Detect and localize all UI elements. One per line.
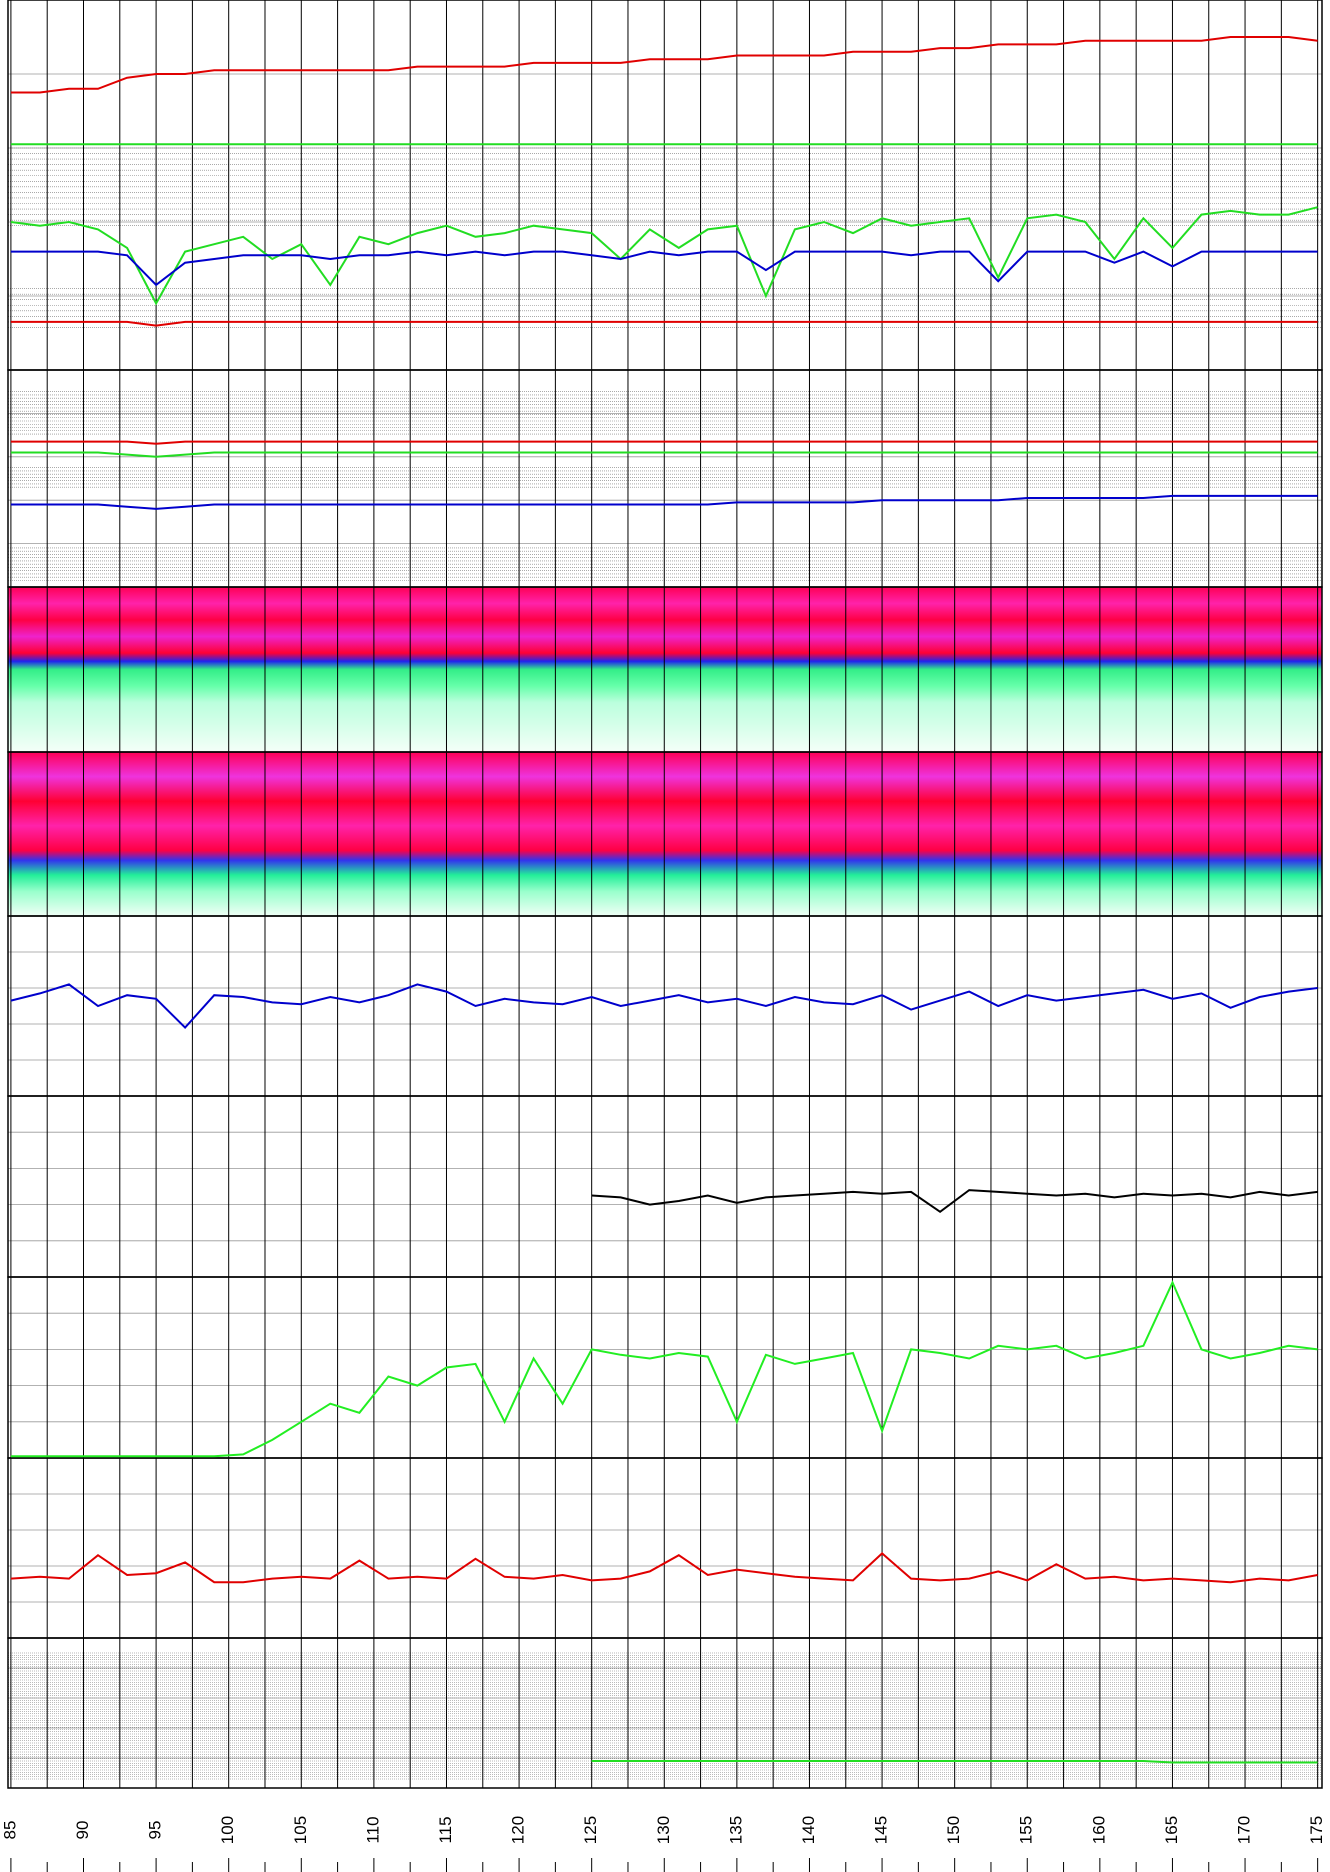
x-tick-label: 170 (1235, 1816, 1254, 1844)
curve (10, 36, 1318, 94)
curve (10, 440, 1318, 445)
x-tick-label: 95 (146, 1821, 165, 1840)
x-tick-label: 90 (73, 1821, 92, 1840)
x-tick-label: 125 (581, 1816, 600, 1844)
x-tick-label: 165 (1162, 1816, 1181, 1844)
curve (10, 206, 1318, 306)
curve (10, 1552, 1318, 1584)
x-tick-label: 105 (291, 1816, 310, 1844)
x-tick-label: 140 (799, 1816, 818, 1844)
track-frame (7, 1457, 1323, 1639)
curve (10, 250, 1318, 287)
track-frame (7, 1637, 1323, 1789)
track-frame (7, 1276, 1323, 1459)
curve (10, 451, 1318, 458)
x-tick-label: 130 (654, 1816, 673, 1844)
x-tick-label: 115 (436, 1816, 455, 1843)
curve (10, 1279, 1318, 1458)
curve (10, 320, 1318, 327)
track-frame (7, 1095, 1323, 1278)
track-frame (7, 0, 1323, 371)
curve (10, 494, 1318, 510)
x-tick-label: 155 (1017, 1816, 1036, 1844)
x-tick-label: 160 (1089, 1816, 1108, 1844)
x-tick-label: 150 (944, 1816, 963, 1844)
curve (591, 1760, 1318, 1764)
x-tick-label: 110 (363, 1816, 382, 1843)
spectrogram (8, 587, 1322, 752)
curve (591, 1189, 1318, 1214)
x-tick-label: 135 (726, 1816, 745, 1844)
x-tick-label: 85 (0, 1821, 19, 1840)
x-tick-label: 175 (1307, 1816, 1326, 1844)
x-tick-label: 120 (509, 1816, 528, 1844)
x-tick-label: 100 (218, 1816, 237, 1844)
spectrogram (8, 752, 1322, 916)
curve (10, 983, 1318, 1030)
x-tick-label: 145 (872, 1816, 891, 1844)
